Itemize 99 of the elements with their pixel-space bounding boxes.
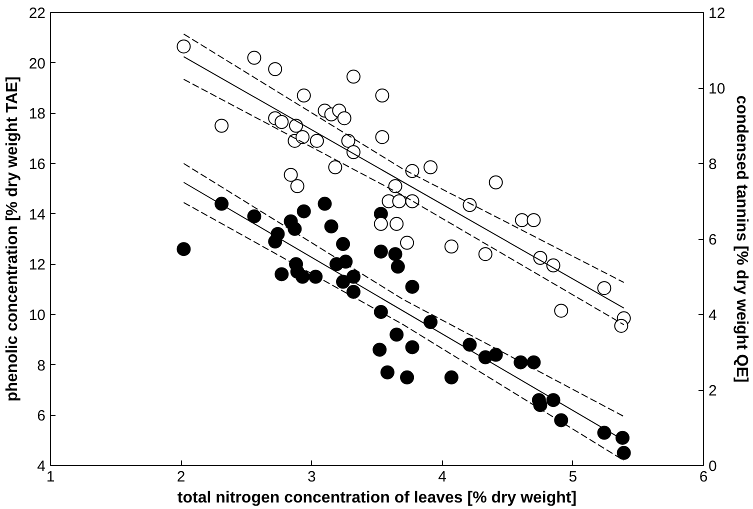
point xyxy=(214,118,229,133)
point xyxy=(597,426,612,440)
point xyxy=(372,342,387,357)
point xyxy=(597,281,612,296)
y-tick-label: 8 xyxy=(37,357,46,374)
point xyxy=(374,304,388,319)
point xyxy=(268,234,282,249)
point xyxy=(274,267,289,282)
point xyxy=(514,355,528,370)
point xyxy=(388,179,402,194)
point xyxy=(284,168,298,182)
point xyxy=(392,194,406,208)
point xyxy=(310,134,324,148)
point xyxy=(290,179,304,194)
point xyxy=(308,270,323,284)
point xyxy=(533,250,548,265)
point xyxy=(400,370,414,384)
point xyxy=(424,160,438,174)
point xyxy=(268,62,282,76)
point xyxy=(338,254,353,269)
y-tick-label: 22 xyxy=(28,5,46,22)
x-tick-label: 3 xyxy=(308,468,316,486)
point xyxy=(390,216,404,231)
y2-tick-label: 0 xyxy=(708,458,717,475)
point xyxy=(405,280,420,294)
x-tick-label: 5 xyxy=(568,468,578,486)
y2-tick-label: 6 xyxy=(708,232,717,248)
point xyxy=(324,219,338,234)
point xyxy=(405,164,420,178)
y2-tick-label: 4 xyxy=(708,307,717,324)
x-axis-title: total nitrogen concentration of leaves [% dry weight] xyxy=(177,490,577,506)
x-tick-label: 6 xyxy=(699,468,708,486)
point xyxy=(390,260,405,274)
point xyxy=(336,237,350,252)
point xyxy=(375,130,390,144)
point xyxy=(526,355,541,370)
point xyxy=(478,247,492,262)
point xyxy=(296,88,311,103)
y-tick-label: 20 xyxy=(28,55,46,72)
point xyxy=(405,340,420,354)
y2-tick-label: 12 xyxy=(708,5,726,22)
point xyxy=(374,244,388,259)
point xyxy=(424,315,438,330)
point xyxy=(546,258,560,272)
point xyxy=(318,196,332,211)
y-tick-label: 12 xyxy=(28,256,46,274)
point xyxy=(390,328,404,342)
point xyxy=(346,70,360,84)
point xyxy=(296,270,310,284)
x-tick-label: 1 xyxy=(46,468,55,486)
point xyxy=(176,39,191,54)
point xyxy=(514,213,529,228)
point xyxy=(296,130,310,144)
point xyxy=(337,111,352,126)
point xyxy=(176,242,191,256)
point xyxy=(526,213,541,228)
point xyxy=(380,365,394,380)
point xyxy=(444,240,458,254)
point xyxy=(488,175,503,190)
point xyxy=(546,393,560,408)
point xyxy=(616,446,631,460)
point xyxy=(214,196,229,211)
x-tick-label: 4 xyxy=(438,468,446,486)
point xyxy=(405,194,420,208)
x-tick-label: 2 xyxy=(176,468,186,486)
point xyxy=(288,222,302,236)
point xyxy=(346,284,360,299)
point xyxy=(289,118,304,133)
y-tick-label: 18 xyxy=(28,106,46,123)
y-axis-title: phenolic concentration [% dry weight TAE] xyxy=(4,76,21,402)
point xyxy=(328,160,342,174)
y2-axis-title: condensed tannins [% dry weight QE] xyxy=(733,95,750,383)
y2-tick-label: 2 xyxy=(708,382,717,400)
point xyxy=(274,114,289,129)
point xyxy=(247,50,262,65)
point xyxy=(375,88,390,103)
y-tick-label: 16 xyxy=(28,156,46,173)
point xyxy=(462,198,477,212)
point xyxy=(296,204,311,218)
point xyxy=(554,413,568,428)
y2-tick-label: 8 xyxy=(708,156,717,173)
point xyxy=(374,216,388,231)
point xyxy=(400,236,414,250)
y2-tick-label: 10 xyxy=(708,80,726,98)
point xyxy=(346,145,360,160)
point xyxy=(388,247,402,262)
point xyxy=(444,370,458,384)
y-tick-label: 4 xyxy=(37,458,46,475)
y-tick-label: 10 xyxy=(28,307,46,324)
point xyxy=(554,304,568,318)
point xyxy=(247,209,262,224)
point xyxy=(488,348,503,362)
point xyxy=(462,338,477,352)
point xyxy=(616,430,630,445)
y-tick-label: 6 xyxy=(37,408,46,425)
point xyxy=(341,134,356,148)
y-tick-label: 14 xyxy=(28,206,46,224)
point xyxy=(614,318,628,333)
point xyxy=(346,270,360,284)
